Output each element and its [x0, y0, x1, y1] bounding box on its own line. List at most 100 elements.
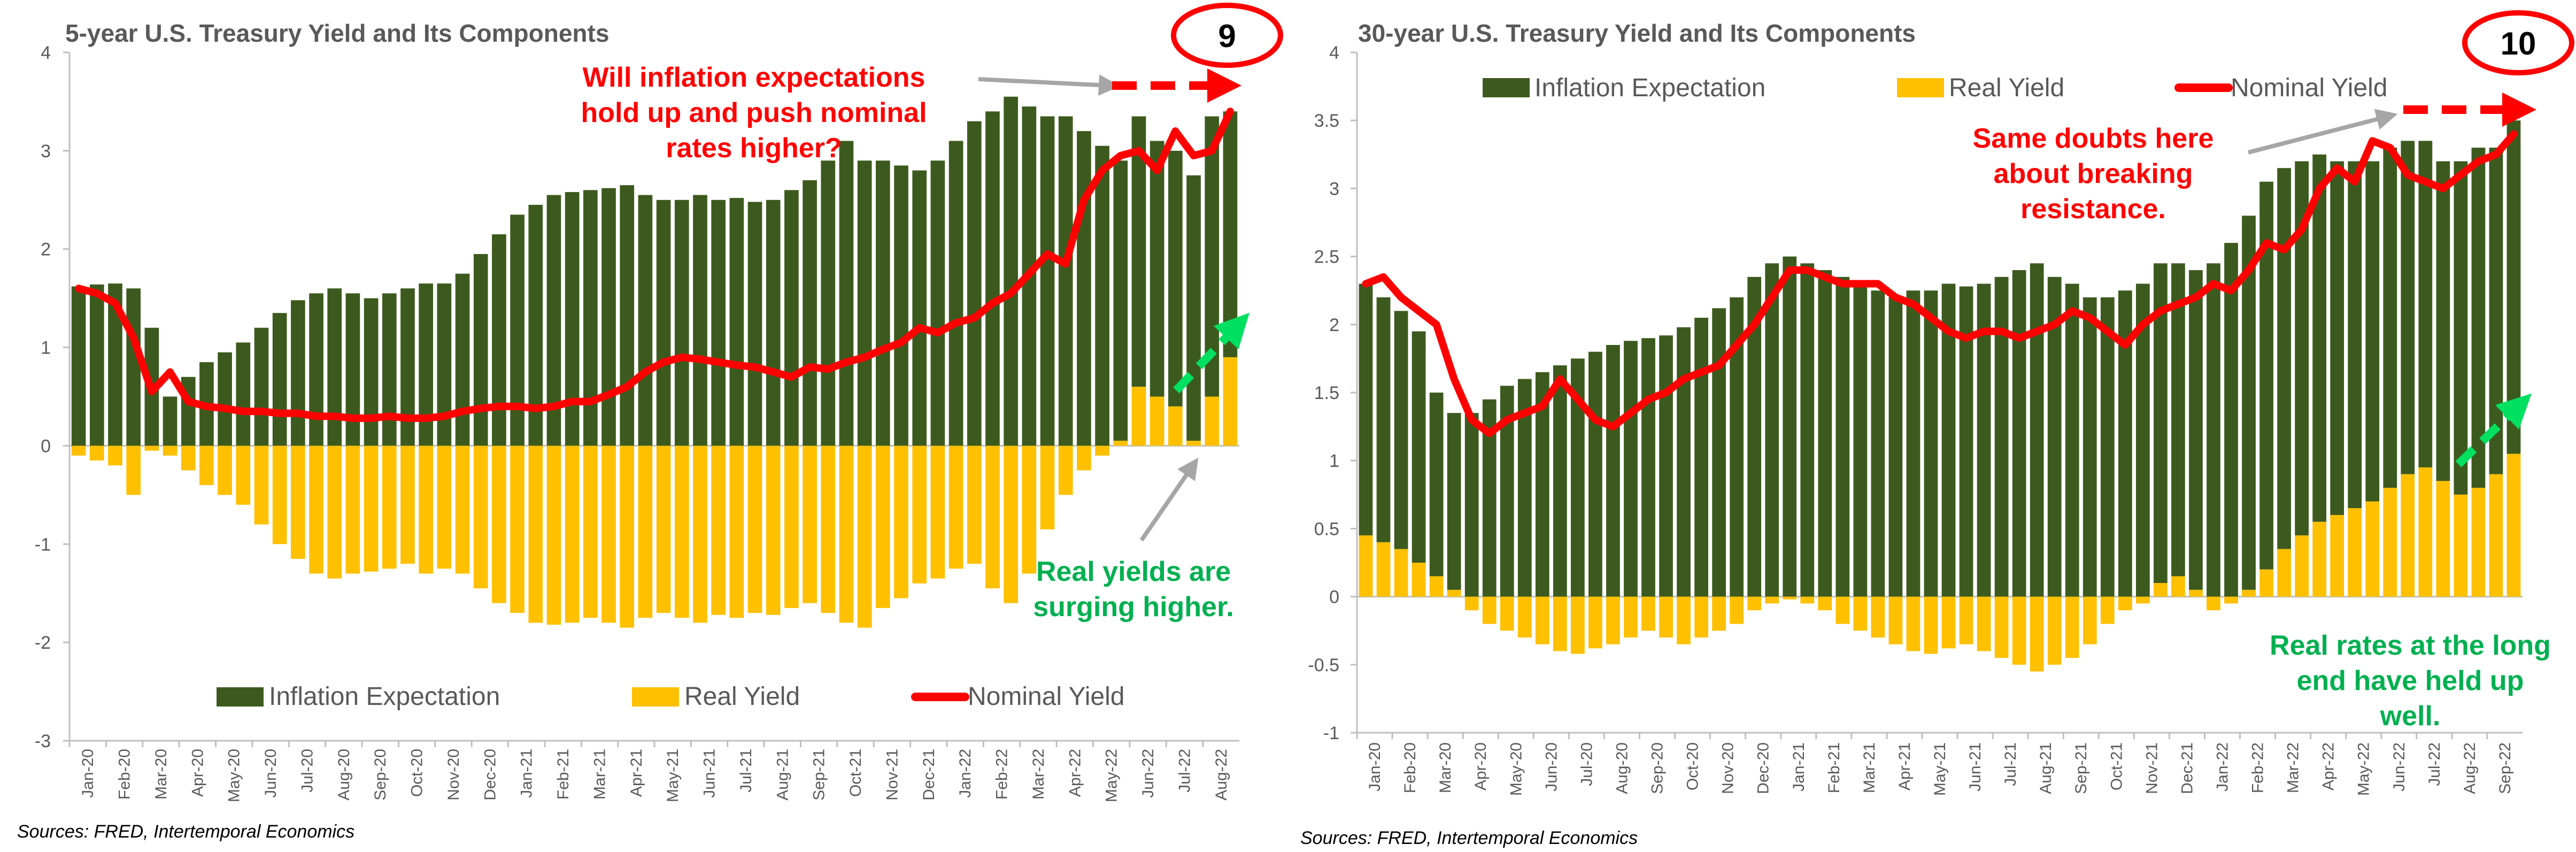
- real-yield-bar: [1429, 576, 1444, 597]
- inflation-bar: [766, 199, 781, 446]
- real-yield-bar: [1906, 596, 1921, 651]
- x-tick-label: Jan-22: [2213, 742, 2231, 792]
- inflation-bar: [583, 190, 598, 446]
- chart-30yr-badge-label: 10: [2501, 26, 2536, 62]
- inflation-bar: [1765, 263, 1779, 597]
- x-tick-label: Dec-20: [1755, 742, 1772, 794]
- inflation-bar: [2224, 243, 2238, 597]
- annotation-line: rates higher?: [666, 133, 842, 164]
- inflation-bar: [1677, 327, 1691, 597]
- real-yield-bar: [327, 446, 342, 579]
- y-tick-label: 3: [1329, 179, 1339, 199]
- inflation-bar: [1113, 160, 1128, 441]
- real-yield-bar: [1588, 596, 1602, 649]
- real-yield-bar: [2083, 596, 2097, 644]
- annotation-line: hold up and push nominal: [581, 97, 927, 128]
- real-yield-bar: [1168, 406, 1183, 446]
- inflation-bar: [1888, 297, 1903, 597]
- chart-5yr-annotation-real: Real yields are surging higher.: [1033, 556, 1234, 623]
- inflation-bar: [2436, 161, 2450, 481]
- x-tick-label: Jun-21: [701, 749, 719, 798]
- real-yield-bar: [1464, 596, 1479, 611]
- x-tick-label: Jul-21: [737, 749, 755, 793]
- real-yield-bar: [291, 446, 305, 559]
- x-tick-label: Jul-22: [2426, 742, 2443, 786]
- inflation-bar: [2330, 161, 2344, 515]
- y-tick-label: -1: [1323, 723, 1339, 743]
- chart-5yr-nominal-line: [75, 108, 1234, 422]
- inflation-bar: [345, 293, 360, 446]
- inflation-bar: [364, 298, 379, 446]
- inflation-bar: [2418, 141, 2433, 467]
- real-yield-bar: [1113, 441, 1128, 446]
- x-tick-label: May-21: [1931, 742, 1949, 796]
- real-yield-bar: [766, 446, 781, 615]
- inflation-bar: [1553, 365, 1567, 597]
- real-yield-bar: [601, 446, 616, 623]
- y-tick-label: -0.5: [1308, 655, 1339, 676]
- real-yield-bar: [2312, 521, 2327, 597]
- x-tick-label: Jan-22: [957, 749, 974, 798]
- inflation-bar: [2471, 148, 2486, 488]
- inflation-bar: [693, 195, 707, 446]
- chart-30yr-source: Sources: FRED, Intertemporal Economics: [1300, 828, 1638, 848]
- inflation-bar: [1783, 256, 1797, 597]
- x-tick-label: Jan-20: [79, 749, 97, 798]
- inflation-bar: [1588, 351, 1602, 597]
- y-tick-label: 1.5: [1314, 383, 1339, 403]
- x-tick-label: Nov-21: [883, 749, 901, 801]
- inflation-bar: [1058, 116, 1073, 446]
- real-yield-bar: [930, 446, 945, 579]
- x-tick-label: Sep-20: [372, 749, 389, 801]
- real-yield-bar: [2383, 488, 2397, 597]
- x-tick-label: Feb-20: [116, 749, 134, 800]
- inflation-bar: [2312, 154, 2327, 522]
- real-yield-bar: [2224, 596, 2238, 604]
- legend-swatch-inflation: [217, 687, 264, 707]
- real-yield-bar: [2030, 596, 2044, 672]
- inflation-bar: [1150, 141, 1164, 397]
- chart-5yr-x-axis: Jan-20 Feb-20 Mar-20 Apr-20 May-20 Jun-20 Jul-…: [68, 741, 1230, 802]
- inflation-bar: [163, 396, 178, 446]
- real-yield-bar: [1624, 596, 1638, 638]
- real-yield-bar: [1131, 387, 1146, 446]
- inflation-bar: [729, 198, 744, 446]
- inflation-bar: [2506, 120, 2521, 454]
- real-yield-bar: [1730, 596, 1744, 624]
- x-tick-label: Oct-20: [408, 749, 426, 797]
- x-tick-label: Jul-21: [2002, 742, 2019, 786]
- inflation-bar: [473, 254, 488, 446]
- real-yield-bar: [455, 446, 470, 574]
- inflation-bar: [1359, 283, 1373, 536]
- x-tick-label: Mar-22: [2285, 742, 2302, 793]
- inflation-bar: [2454, 161, 2468, 495]
- real-yield-bar: [1482, 596, 1497, 624]
- real-yield-bar: [857, 446, 872, 628]
- real-yield-bar: [1835, 596, 1850, 624]
- annotation-line: well.: [2380, 701, 2441, 732]
- real-yield-bar: [2100, 596, 2115, 624]
- real-yield-bar: [1800, 596, 1815, 604]
- real-yield-bar: [473, 446, 488, 589]
- inflation-bar: [1694, 318, 1708, 597]
- real-yield-bar: [1077, 446, 1091, 471]
- real-yield-bar: [1040, 446, 1055, 529]
- x-tick-label: Aug-20: [1613, 742, 1631, 794]
- x-tick-label: Jul-22: [1176, 749, 1193, 793]
- inflation-bar: [747, 202, 762, 446]
- inflation-bar: [948, 141, 963, 446]
- y-tick-label: 0: [1329, 587, 1339, 608]
- x-tick-label: Jun-22: [2390, 742, 2408, 792]
- inflation-bar: [1606, 344, 1620, 597]
- real-yield-bar: [1376, 542, 1391, 597]
- x-tick-label: Mar-20: [152, 749, 170, 800]
- real-yield-bar: [199, 446, 214, 485]
- real-yield-bar: [747, 446, 762, 613]
- real-yield-bar: [400, 446, 415, 564]
- inflation-bar: [291, 300, 305, 446]
- x-tick-label: Mar-21: [591, 749, 608, 800]
- inflation-bar: [2065, 283, 2079, 597]
- x-tick-label: Nov-21: [2143, 742, 2161, 794]
- x-tick-label: Jan-21: [1790, 742, 1808, 792]
- real-yield-bar: [638, 446, 653, 618]
